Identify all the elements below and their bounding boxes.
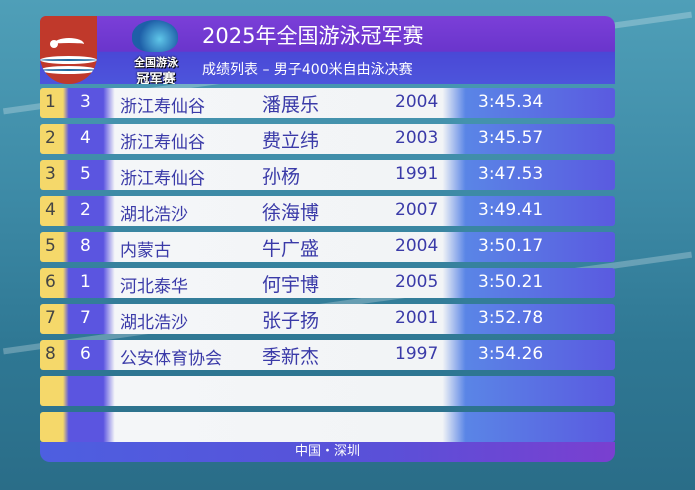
lane-cell: 8: [80, 236, 91, 256]
time-cell: 3:52.78: [478, 308, 544, 328]
result-row: 8 6 公安体育协会 季新杰 1997 3:54.26: [40, 340, 615, 370]
result-row: 5 8 内蒙古 牛广盛 2004 3:50.17: [40, 232, 615, 262]
name-cell: 何宇博: [262, 274, 320, 296]
rank-cell: 6: [45, 272, 56, 292]
rank-cell: 2: [45, 128, 56, 148]
team-cell: 浙江寿仙谷: [120, 133, 205, 153]
name-cell: 费立纬: [262, 130, 320, 152]
name-cell: 牛广盛: [262, 238, 320, 260]
year-cell: 1991: [395, 164, 439, 184]
year-cell: 2003: [395, 128, 439, 148]
team-cell: 湖北浩沙: [120, 313, 188, 333]
team-cell: 内蒙古: [120, 241, 171, 261]
lane-cell: 4: [80, 128, 91, 148]
rank-cell: 7: [45, 308, 56, 328]
rank-cell: 1: [45, 92, 56, 112]
time-cell: 3:54.26: [478, 344, 544, 364]
name-cell: 潘展乐: [262, 94, 320, 116]
name-cell: 徐海博: [262, 202, 320, 224]
page-title: 2025年全国游泳冠军赛: [202, 24, 424, 48]
lane-cell: 1: [80, 272, 91, 292]
year-cell: 2005: [395, 272, 439, 292]
result-row: 6 1 河北泰华 何宇博 2005 3:50.21: [40, 268, 615, 298]
rank-cell: 4: [45, 200, 56, 220]
time-cell: 3:50.17: [478, 236, 544, 256]
result-row: [40, 412, 615, 442]
event-subtitle: 成绩列表 – 男子400米自由泳决赛: [202, 62, 413, 78]
name-cell: 张子扬: [262, 310, 320, 332]
year-cell: 2004: [395, 236, 439, 256]
location-footer: 中国・深圳: [40, 442, 615, 462]
year-cell: 2001: [395, 308, 439, 328]
year-cell: 1997: [395, 344, 439, 364]
result-row: 1 3 浙江寿仙谷 潘展乐 2004 3:45.34: [40, 88, 615, 118]
team-cell: 湖北浩沙: [120, 205, 188, 225]
lane-cell: 7: [80, 308, 91, 328]
lane-cell: 6: [80, 344, 91, 364]
time-cell: 3:45.34: [478, 92, 544, 112]
lane-cell: 2: [80, 200, 91, 220]
name-cell: 孙杨: [262, 166, 301, 188]
championship-logo: 全国游泳 冠军赛: [126, 20, 186, 84]
time-cell: 3:50.21: [478, 272, 544, 292]
lane-cell: 3: [80, 92, 91, 112]
time-cell: 3:45.57: [478, 128, 544, 148]
team-cell: 浙江寿仙谷: [120, 169, 205, 189]
year-cell: 2004: [395, 92, 439, 112]
name-cell: 季新杰: [262, 346, 320, 368]
time-cell: 3:49.41: [478, 200, 544, 220]
lane-cell: 5: [80, 164, 91, 184]
scoreboard-header: 全国游泳 冠军赛 2025年全国游泳冠军赛 成绩列表 – 男子400米自由泳决赛: [40, 16, 615, 84]
time-cell: 3:47.53: [478, 164, 544, 184]
result-row: 4 2 湖北浩沙 徐海博 2007 3:49.41: [40, 196, 615, 226]
result-row: [40, 376, 615, 406]
team-cell: 公安体育协会: [120, 349, 222, 369]
year-cell: 2007: [395, 200, 439, 220]
result-row: 3 5 浙江寿仙谷 孙杨 1991 3:47.53: [40, 160, 615, 190]
result-row: 7 7 湖北浩沙 张子扬 2001 3:52.78: [40, 304, 615, 334]
swimming-flag-logo: [40, 16, 97, 84]
rank-cell: 8: [45, 344, 56, 364]
rank-cell: 5: [45, 236, 56, 256]
rank-cell: 3: [45, 164, 56, 184]
team-cell: 河北泰华: [120, 277, 188, 297]
result-row: 2 4 浙江寿仙谷 费立纬 2003 3:45.57: [40, 124, 615, 154]
team-cell: 浙江寿仙谷: [120, 97, 205, 117]
